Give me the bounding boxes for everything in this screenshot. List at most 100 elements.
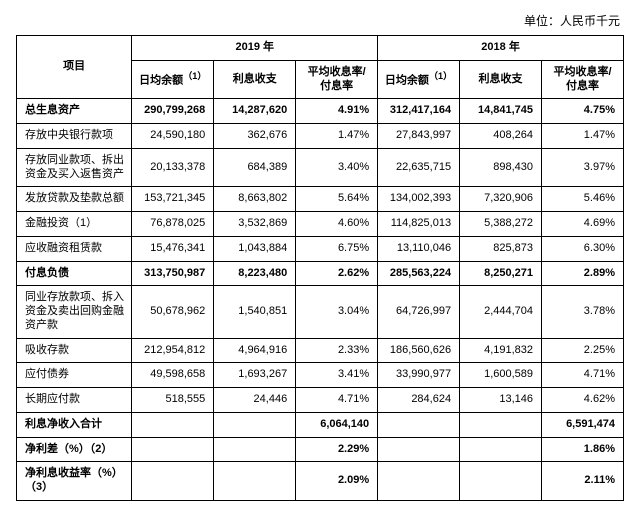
- row-label: 存放同业款项、拆出资金及买入返售资产: [17, 148, 132, 187]
- table-row: 总生息资产290,799,26814,287,6204.91%312,417,1…: [17, 99, 624, 124]
- table-row: 金融投资（1）76,878,0253,532,8694.60%114,825,0…: [17, 212, 624, 237]
- table-row: 同业存放款项、拆入资金及卖出回购金融资产款50,678,9621,540,851…: [17, 286, 624, 338]
- row-label: 净利息收益率（%）（3）: [17, 462, 132, 501]
- cell: 284,624: [378, 388, 460, 413]
- cell: 518,555: [132, 388, 214, 413]
- cell: 313,750,987: [132, 261, 214, 286]
- summary-row: 净利差（%）（2） 2.29% 1.86%: [17, 437, 624, 462]
- table-row: 长期应付款518,55524,4464.71%284,62413,1464.62…: [17, 388, 624, 413]
- table-row: 吸收存款212,954,8124,964,9162.33%186,560,626…: [17, 338, 624, 363]
- table-row: 应收融资租赁款15,476,3411,043,8846.75%13,110,04…: [17, 236, 624, 261]
- cell: 4.62%: [542, 388, 624, 413]
- row-label: 应付债券: [17, 363, 132, 388]
- cell: 15,476,341: [132, 236, 214, 261]
- row-label: 付息负债: [17, 261, 132, 286]
- cell: 4.71%: [296, 388, 378, 413]
- row-label: 净利差（%）（2）: [17, 437, 132, 462]
- cell: 684,389: [214, 148, 296, 187]
- cell: 4.91%: [296, 99, 378, 124]
- summary-row: 净利息收益率（%）（3） 2.09% 2.11%: [17, 462, 624, 501]
- col-rate-2019: 平均收息率/付息率: [296, 60, 378, 99]
- table-row: 存放中央银行款项24,590,180362,6761.47%27,843,997…: [17, 124, 624, 149]
- unit-line: 单位：人民币千元: [16, 12, 624, 29]
- row-label: 总生息资产: [17, 99, 132, 124]
- cell: 2.89%: [542, 261, 624, 286]
- cell: 4,191,832: [460, 338, 542, 363]
- cell: [214, 412, 296, 437]
- cell: 2.29%: [296, 437, 378, 462]
- cell: 5.46%: [542, 187, 624, 212]
- cell: 8,223,480: [214, 261, 296, 286]
- cell: 13,146: [460, 388, 542, 413]
- cell: 3.78%: [542, 286, 624, 338]
- cell: 6,064,140: [296, 412, 378, 437]
- cell: 4.75%: [542, 99, 624, 124]
- cell: 13,110,046: [378, 236, 460, 261]
- cell: 33,990,977: [378, 363, 460, 388]
- cell: 50,678,962: [132, 286, 214, 338]
- row-label: 同业存放款项、拆入资金及卖出回购金融资产款: [17, 286, 132, 338]
- col-2019: 2019 年: [132, 36, 378, 61]
- cell: 1,540,851: [214, 286, 296, 338]
- cell: [460, 437, 542, 462]
- cell: 4.60%: [296, 212, 378, 237]
- cell: 24,590,180: [132, 124, 214, 149]
- cell: [378, 437, 460, 462]
- cell: 2.09%: [296, 462, 378, 501]
- cell: 4.71%: [542, 363, 624, 388]
- cell: 408,264: [460, 124, 542, 149]
- col-item: 项目: [17, 36, 132, 99]
- cell: 24,446: [214, 388, 296, 413]
- cell: 3.04%: [296, 286, 378, 338]
- cell: 8,663,802: [214, 187, 296, 212]
- cell: 2.33%: [296, 338, 378, 363]
- table-body: 总生息资产290,799,26814,287,6204.91%312,417,1…: [17, 99, 624, 501]
- cell: 7,320,906: [460, 187, 542, 212]
- table-row: 存放同业款项、拆出资金及买入返售资产20,133,378684,3893.40%…: [17, 148, 624, 187]
- cell: 27,843,997: [378, 124, 460, 149]
- cell: [378, 462, 460, 501]
- cell: 2.11%: [542, 462, 624, 501]
- cell: 134,002,393: [378, 187, 460, 212]
- cell: 2,444,704: [460, 286, 542, 338]
- cell: 212,954,812: [132, 338, 214, 363]
- cell: 825,873: [460, 236, 542, 261]
- col-avg-balance-2018: 日均余额（1）: [378, 60, 460, 99]
- cell: 2.62%: [296, 261, 378, 286]
- cell: 64,726,997: [378, 286, 460, 338]
- col-2018: 2018 年: [378, 36, 624, 61]
- cell: [214, 437, 296, 462]
- cell: 3.41%: [296, 363, 378, 388]
- cell: 312,417,164: [378, 99, 460, 124]
- cell: 4.69%: [542, 212, 624, 237]
- cell: 285,563,224: [378, 261, 460, 286]
- cell: 3,532,869: [214, 212, 296, 237]
- cell: 5,388,272: [460, 212, 542, 237]
- cell: 1.86%: [542, 437, 624, 462]
- cell: [132, 437, 214, 462]
- cell: 8,250,271: [460, 261, 542, 286]
- cell: 1.47%: [542, 124, 624, 149]
- row-label: 存放中央银行款项: [17, 124, 132, 149]
- cell: [132, 462, 214, 501]
- cell: 49,598,658: [132, 363, 214, 388]
- cell: [132, 412, 214, 437]
- cell: 186,560,626: [378, 338, 460, 363]
- cell: 6,591,474: [542, 412, 624, 437]
- row-label: 吸收存款: [17, 338, 132, 363]
- table-row: 付息负债313,750,9878,223,4802.62%285,563,224…: [17, 261, 624, 286]
- cell: [378, 412, 460, 437]
- cell: [214, 462, 296, 501]
- cell: 6.30%: [542, 236, 624, 261]
- col-avg-balance-2019: 日均余额（1）: [132, 60, 214, 99]
- row-label: 发放贷款及垫款总额: [17, 187, 132, 212]
- cell: 1,043,884: [214, 236, 296, 261]
- table-row: 发放贷款及垫款总额153,721,3458,663,8025.64%134,00…: [17, 187, 624, 212]
- cell: 114,825,013: [378, 212, 460, 237]
- cell: 4,964,916: [214, 338, 296, 363]
- row-label: 应收融资租赁款: [17, 236, 132, 261]
- cell: 1.47%: [296, 124, 378, 149]
- financial-table: 项目 2019 年 2018 年 日均余额（1） 利息收支 平均收息率/付息率 …: [16, 35, 624, 501]
- col-rate-2018: 平均收息率/付息率: [542, 60, 624, 99]
- cell: 3.40%: [296, 148, 378, 187]
